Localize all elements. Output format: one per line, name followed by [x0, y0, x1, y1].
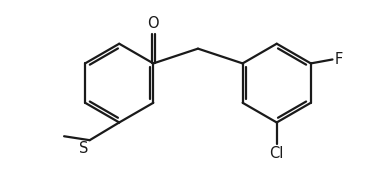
Text: Cl: Cl: [270, 146, 284, 161]
Text: S: S: [79, 141, 89, 156]
Text: O: O: [147, 16, 159, 31]
Text: F: F: [334, 52, 343, 67]
